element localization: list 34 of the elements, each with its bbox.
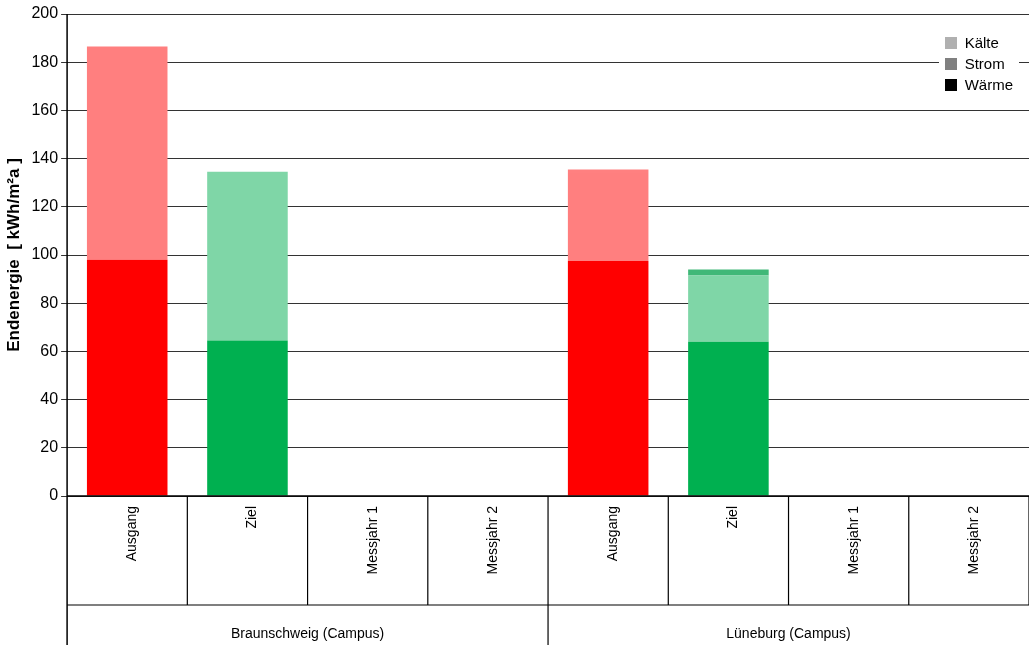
x-tick-label: Messjahr 1 — [844, 505, 861, 575]
x-tick-label: Ziel — [243, 506, 260, 529]
text: Braunschweig (Campus) — [230, 624, 385, 641]
x-tick-label: Messjahr 2 — [483, 505, 500, 575]
bar — [688, 275, 769, 342]
bar — [207, 171, 288, 341]
bar — [567, 173, 649, 262]
bar — [567, 261, 649, 496]
x-tick-label: Ausgang — [604, 506, 621, 562]
y-tick-label: 60 — [40, 341, 59, 359]
y-tick-label: 0 — [49, 486, 59, 504]
bar — [207, 340, 288, 496]
y-tick-label: 120 — [31, 197, 59, 215]
y-axis-title: Endenergie [ kWh/m²a ] — [3, 158, 23, 352]
bar — [86, 259, 168, 496]
x-tick-label: Ausgang — [123, 506, 140, 562]
y-tick-label: 40 — [40, 390, 59, 408]
x-tick-label: Ziel — [724, 506, 741, 529]
bar — [688, 269, 769, 276]
y-tick-label: 180 — [31, 52, 59, 70]
y-tick-label: 200 — [31, 4, 59, 22]
y-tick-label: 20 — [40, 438, 59, 456]
text: Lüneburg (Campus) — [726, 624, 851, 641]
bar — [688, 341, 769, 496]
y-tick-label: 140 — [31, 149, 59, 167]
x-tick-label: Messjahr 2 — [964, 505, 981, 575]
bar — [86, 46, 168, 260]
text: Kälte — [964, 34, 999, 51]
text: Strom — [964, 55, 1005, 72]
y-tick-label: 160 — [31, 100, 59, 118]
y-tick-label: 100 — [31, 245, 59, 263]
text: Wärme — [964, 76, 1013, 93]
y-tick-label: 80 — [40, 293, 59, 311]
x-tick-label: Messjahr 1 — [363, 505, 380, 575]
